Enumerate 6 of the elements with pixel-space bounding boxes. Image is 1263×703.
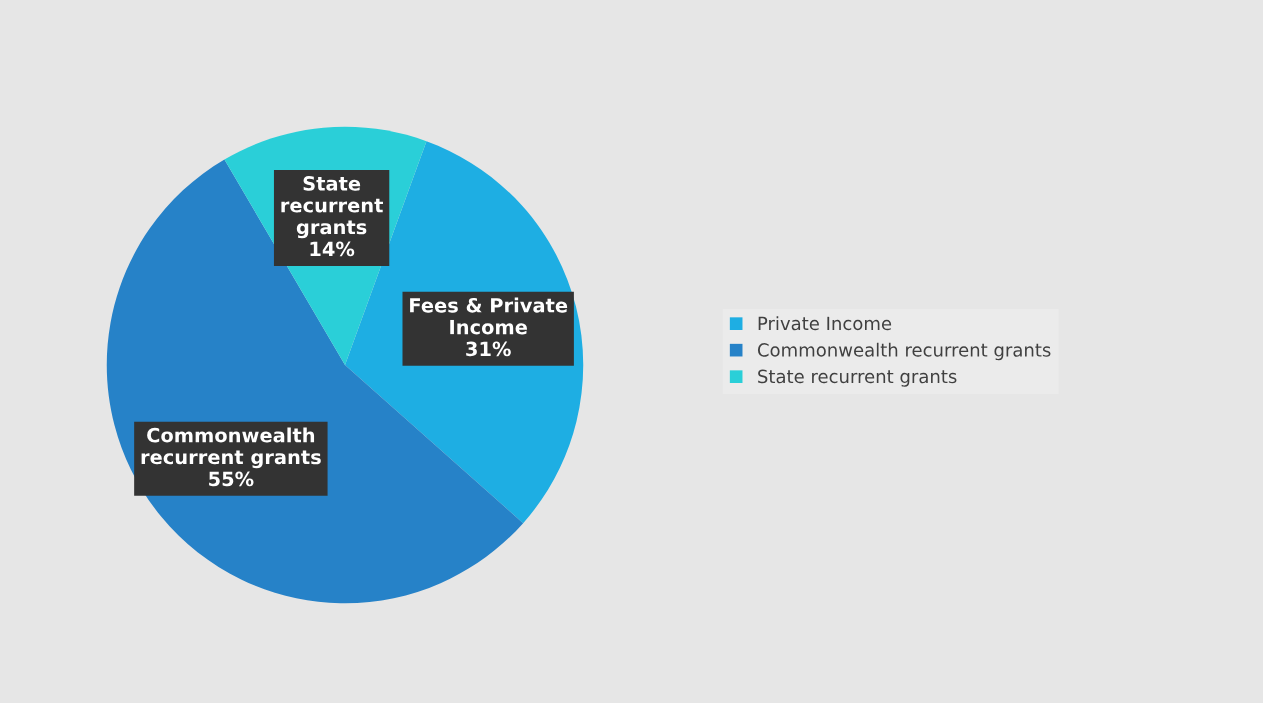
- legend-label: Commonwealth recurrent grants: [757, 342, 1051, 361]
- data-label: Fees & Private Income 31%: [410, 297, 568, 357]
- data-label: Commonwealth recurrent grants 55%: [141, 427, 321, 487]
- data-label: State recurrent grants 14%: [281, 176, 383, 257]
- legend-label: State recurrent grants: [758, 369, 957, 387]
- legend-label: Private Income: [758, 316, 892, 331]
